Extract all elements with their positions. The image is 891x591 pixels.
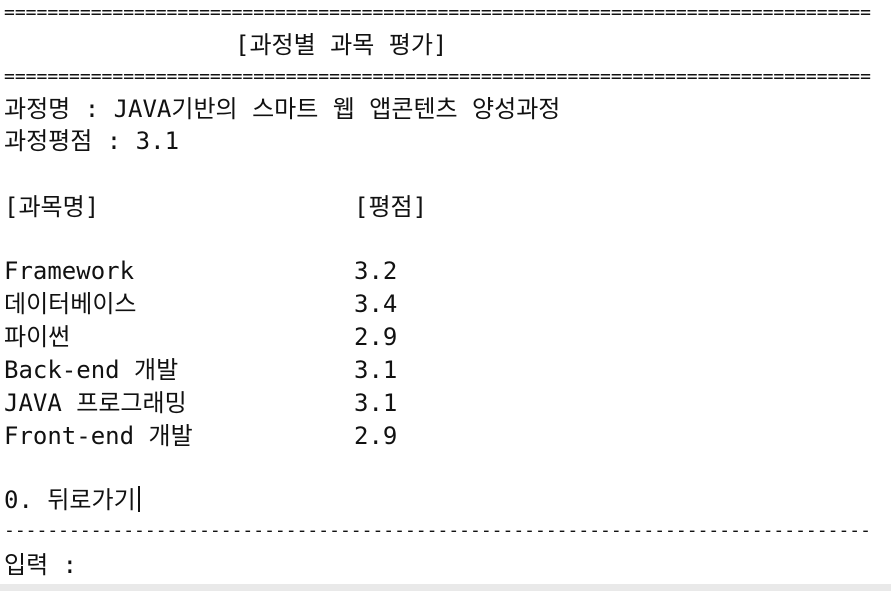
table-row: Back-end 개발 3.1 — [0, 355, 891, 385]
course-name-line: 과정명 : JAVA기반의 스마트 웹 앱콘텐츠 양성과정 — [4, 95, 561, 123]
course-score-line: 과정평점 : 3.1 — [4, 127, 180, 155]
subject-name: Front-end 개발 — [4, 422, 193, 450]
header-subject: [과목명] — [4, 193, 100, 221]
single-rule: ----------------------------------------… — [4, 520, 871, 541]
input-prompt-label: 입력 : — [4, 551, 78, 579]
table-row: Front-end 개발 2.9 — [0, 421, 891, 451]
subject-score: 3.4 — [354, 290, 398, 318]
window-bottom-edge — [0, 584, 891, 591]
subject-score: 2.9 — [354, 422, 398, 450]
double-rule-bottom: ========================================… — [4, 66, 871, 87]
table-row: JAVA 프로그래밍 3.1 — [0, 388, 891, 418]
menu-back-label: 0. 뒤로가기 — [4, 486, 136, 514]
table-row: 데이터베이스 3.4 — [0, 289, 891, 319]
subject-score: 3.1 — [354, 356, 398, 384]
subject-name: Back-end 개발 — [4, 356, 179, 384]
header-score: [평점] — [354, 193, 428, 221]
subject-score: 3.1 — [354, 389, 398, 417]
table-header: [과목명] [평점] — [0, 192, 891, 222]
input-prompt[interactable]: 입력 : — [4, 550, 77, 580]
subject-name: JAVA 프로그래밍 — [4, 389, 187, 417]
subject-score: 3.2 — [354, 257, 398, 285]
subject-name: 파이썬 — [4, 323, 71, 351]
menu-back-option[interactable]: 0. 뒤로가기 — [4, 485, 140, 515]
subject-name: Framework — [4, 257, 135, 285]
text-cursor — [137, 486, 140, 512]
table-row: 파이썬 2.9 — [0, 322, 891, 352]
double-rule-top: ========================================… — [4, 2, 871, 23]
subject-score: 2.9 — [354, 323, 398, 351]
page-title: [과정별 과목 평가] — [235, 31, 448, 59]
subject-name: 데이터베이스 — [4, 290, 137, 318]
table-row: Framework 3.2 — [0, 256, 891, 286]
